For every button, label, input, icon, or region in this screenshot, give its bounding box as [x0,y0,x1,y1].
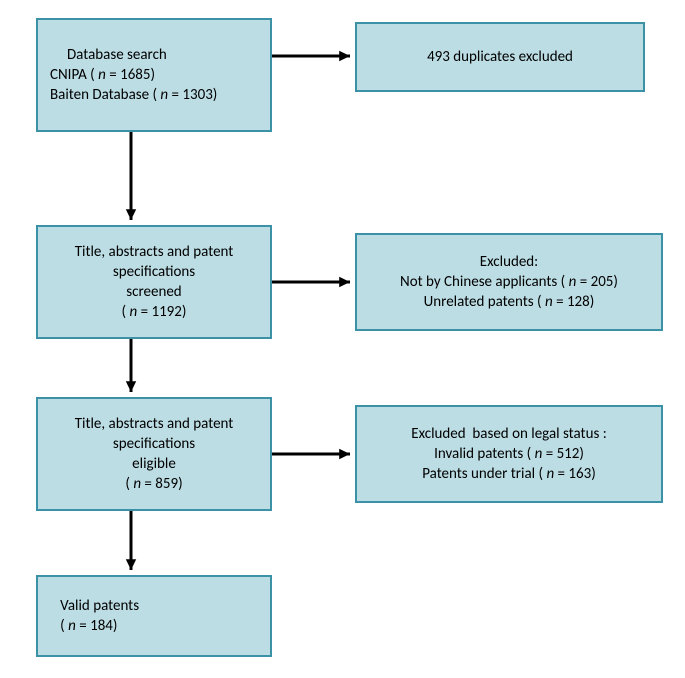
flow-box-line: specifications [113,262,195,282]
flow-box-line: specifications [113,434,195,454]
flow-box-line: Patents under trial ( n = 163) [422,464,596,484]
flow-box-line: 493 duplicates excluded [427,47,573,67]
flow-box-screened: Title, abstracts and patentspecification… [36,225,272,339]
flow-box-line: Invalid patents ( n = 512) [434,444,584,464]
flow-arrow-1 [111,112,151,240]
flow-box-excl2: Excluded based on legal status :Invalid … [355,405,663,503]
flow-box-line: Title, abstracts and patent [75,414,234,434]
flow-box-line: Baiten Database ( n = 1303) [50,85,258,105]
flow-box-line: Excluded based on legal status : [411,424,606,444]
flow-box-line: Valid patents [50,596,258,616]
flow-box-line: screened [126,282,181,302]
flow-box-line: Database search [50,45,258,65]
flow-arrow-2 [252,262,370,302]
flow-box-line: Title, abstracts and patent [75,242,234,262]
flow-box-eligible: Title, abstracts and patentspecification… [36,397,272,511]
flow-box-excl1: Excluded:Not by Chinese applicants ( n =… [355,233,663,331]
flow-box-valid: Valid patents ( n = 184) [36,575,272,657]
flow-arrow-5 [111,491,151,590]
flow-box-line: Not by Chinese applicants ( n = 205) [400,272,618,292]
flow-box-line: CNIPA ( n = 1685) [50,65,258,85]
flow-arrow-0 [252,36,370,76]
flow-box-line: ( n = 184) [50,616,258,636]
flow-box-line: eligible [132,454,176,474]
flow-box-line: Unrelated patents ( n = 128) [424,292,595,312]
flow-arrow-4 [252,434,370,474]
flow-box-line: Excluded: [480,252,538,272]
flow-box-search: Database searchCNIPA ( n = 1685)Baiten D… [36,18,272,132]
flow-arrow-3 [111,319,151,412]
flow-box-dup: 493 duplicates excluded [355,22,645,92]
